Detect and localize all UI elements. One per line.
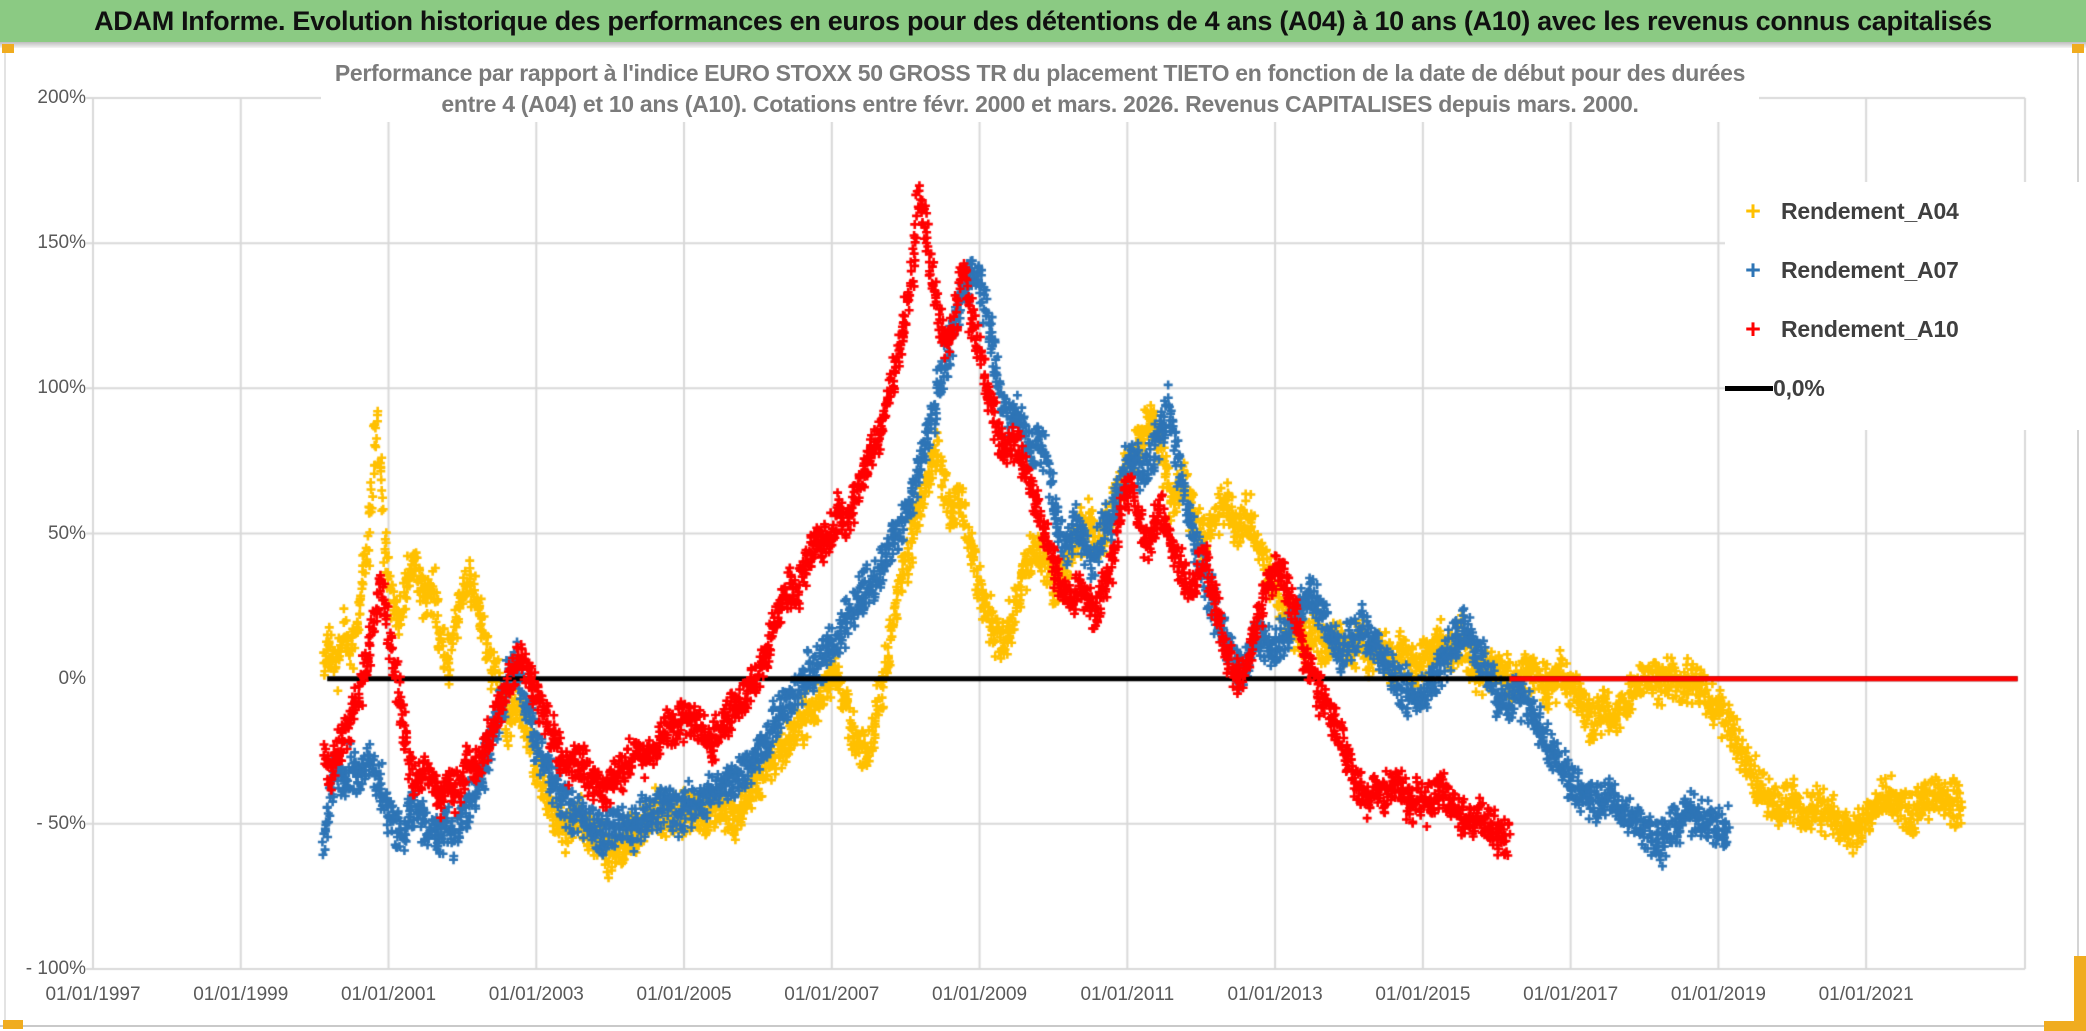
legend-item-zero-line[interactable]: 0,0%: [1725, 359, 2081, 418]
y-axis-tick-label: 100%: [37, 377, 86, 399]
plus-marker-icon: +: [1745, 196, 1761, 226]
x-axis-tick-label: 01/01/2017: [1523, 984, 1619, 1005]
gold-corner-accent: [2074, 956, 2086, 1031]
x-axis-tick-label: 01/01/1997: [45, 984, 141, 1005]
x-axis-tick-label: 01/01/2001: [340, 984, 437, 1005]
frame-border-right: [2077, 44, 2079, 1026]
legend-label: 0,0%: [1773, 375, 1825, 401]
legend-item-rendement-a04[interactable]: + Rendement_A04: [1725, 182, 2081, 241]
chart-legend: + Rendement_A04 + Rendement_A07 + Rendem…: [1725, 182, 2081, 430]
y-axis-tick-label: 200%: [37, 87, 86, 108]
y-axis-tick-label: - 100%: [25, 958, 86, 979]
gold-corner-accent: [3, 1020, 23, 1029]
plus-marker-icon: +: [1745, 314, 1761, 344]
frame-border-bottom: [0, 1025, 2086, 1027]
x-axis-tick-label: 01/01/2007: [784, 984, 880, 1005]
y-axis-tick-label: 0%: [58, 667, 86, 689]
x-axis-tick-label: 01/01/2019: [1670, 984, 1766, 1005]
x-axis-tick-label: 01/01/2005: [636, 984, 732, 1005]
x-axis-tick-label: 01/01/1999: [193, 984, 289, 1005]
gold-corner-accent: [2072, 44, 2084, 53]
chart-subtitle-line1: Performance par rapport à l'indice EURO …: [334, 60, 1746, 86]
y-axis-tick-label: 50%: [47, 522, 86, 544]
legend-item-rendement-a07[interactable]: + Rendement_A07: [1725, 241, 2081, 300]
chart-subtitle-line2: entre 4 (A04) et 10 ans (A10). Cotations…: [441, 91, 1639, 117]
y-axis-tick-label: - 50%: [36, 812, 86, 834]
plus-marker-icon: +: [1745, 255, 1761, 285]
page-title: ADAM Informe. Evolution historique des p…: [94, 5, 1992, 36]
x-axis-tick-label: 01/01/2015: [1375, 984, 1471, 1005]
gold-corner-accent: [2044, 1021, 2086, 1031]
x-axis-tick-label: 01/01/2003: [488, 984, 584, 1005]
zero-line-marker-icon: [1725, 386, 1773, 391]
gold-corner-accent: [2, 44, 14, 53]
x-axis-tick-label: 01/01/2009: [932, 984, 1028, 1005]
legend-item-rendement-a10[interactable]: + Rendement_A10: [1725, 300, 2081, 359]
title-banner: ADAM Informe. Evolution historique des p…: [0, 0, 2086, 42]
legend-label: Rendement_A10: [1781, 316, 1959, 342]
legend-label: Rendement_A07: [1781, 257, 1959, 283]
x-axis-tick-label: 01/01/2021: [1818, 984, 1914, 1005]
chart-subtitle: Performance par rapport à l'indice EURO …: [320, 56, 1760, 122]
x-axis-tick-label: 01/01/2011: [1080, 984, 1175, 1005]
frame-border-left: [4, 44, 6, 1026]
x-axis-tick-label: 01/01/2013: [1227, 984, 1323, 1005]
banner-shadow: [0, 42, 2086, 48]
y-axis-tick-label: 150%: [37, 232, 86, 254]
legend-label: Rendement_A04: [1781, 198, 1959, 224]
